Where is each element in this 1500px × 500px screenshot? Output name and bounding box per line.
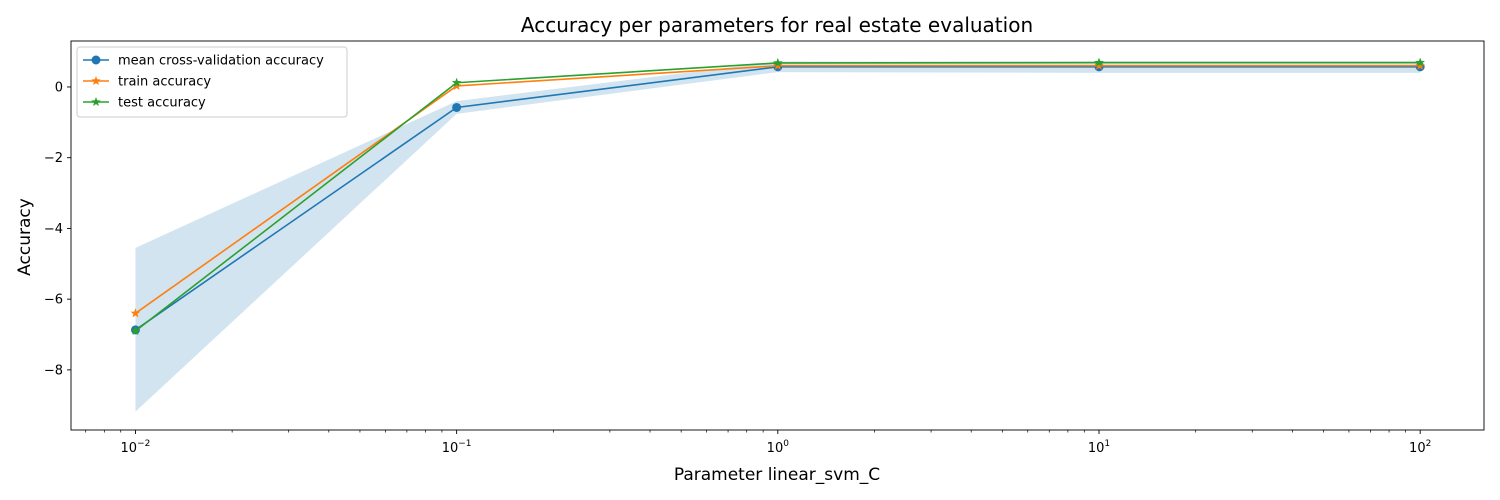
chart-title: Accuracy per parameters for real estate … xyxy=(521,13,1033,37)
legend-label: train accuracy xyxy=(118,75,211,90)
data-point xyxy=(130,325,141,336)
data-point xyxy=(451,80,462,90)
y-tick-label: 0 xyxy=(55,80,63,95)
legend: mean cross-validation accuracy train accu… xyxy=(76,46,348,118)
y-tick-label: −6 xyxy=(44,293,63,308)
data-point xyxy=(452,102,462,112)
x-axis-label: Parameter linear_svm_C xyxy=(674,465,880,485)
y-axis-label: Accuracy xyxy=(15,198,35,276)
x-tick-label: 10−1 xyxy=(442,439,472,456)
x-tick-label: 102 xyxy=(1409,439,1431,456)
data-point xyxy=(1415,60,1425,70)
y-tick-label: −2 xyxy=(44,151,63,166)
data-point xyxy=(1094,60,1104,70)
x-tick-label: 100 xyxy=(767,439,790,456)
data-point xyxy=(451,77,462,87)
legend-label: mean cross-validation accuracy xyxy=(118,54,324,69)
legend-label: test accuracy xyxy=(118,96,206,111)
data-point xyxy=(773,57,783,67)
data-point xyxy=(1094,57,1104,67)
data-point xyxy=(773,60,783,70)
legend-frame xyxy=(76,46,348,118)
legend-marker xyxy=(91,76,101,86)
y-tick-label: −8 xyxy=(44,363,63,378)
legend-marker xyxy=(91,97,101,107)
x-tick-label: 101 xyxy=(1088,439,1110,456)
data-point xyxy=(130,308,141,318)
plot-area: 0 −2 −4 −6 −8 10−2 10−1 100 101 102 mean cross-val… xyxy=(44,40,1485,456)
y-tick-label: −4 xyxy=(44,222,63,237)
data-point xyxy=(1415,57,1425,67)
legend-marker xyxy=(91,55,101,65)
x-tick-label: 10−2 xyxy=(121,439,151,456)
